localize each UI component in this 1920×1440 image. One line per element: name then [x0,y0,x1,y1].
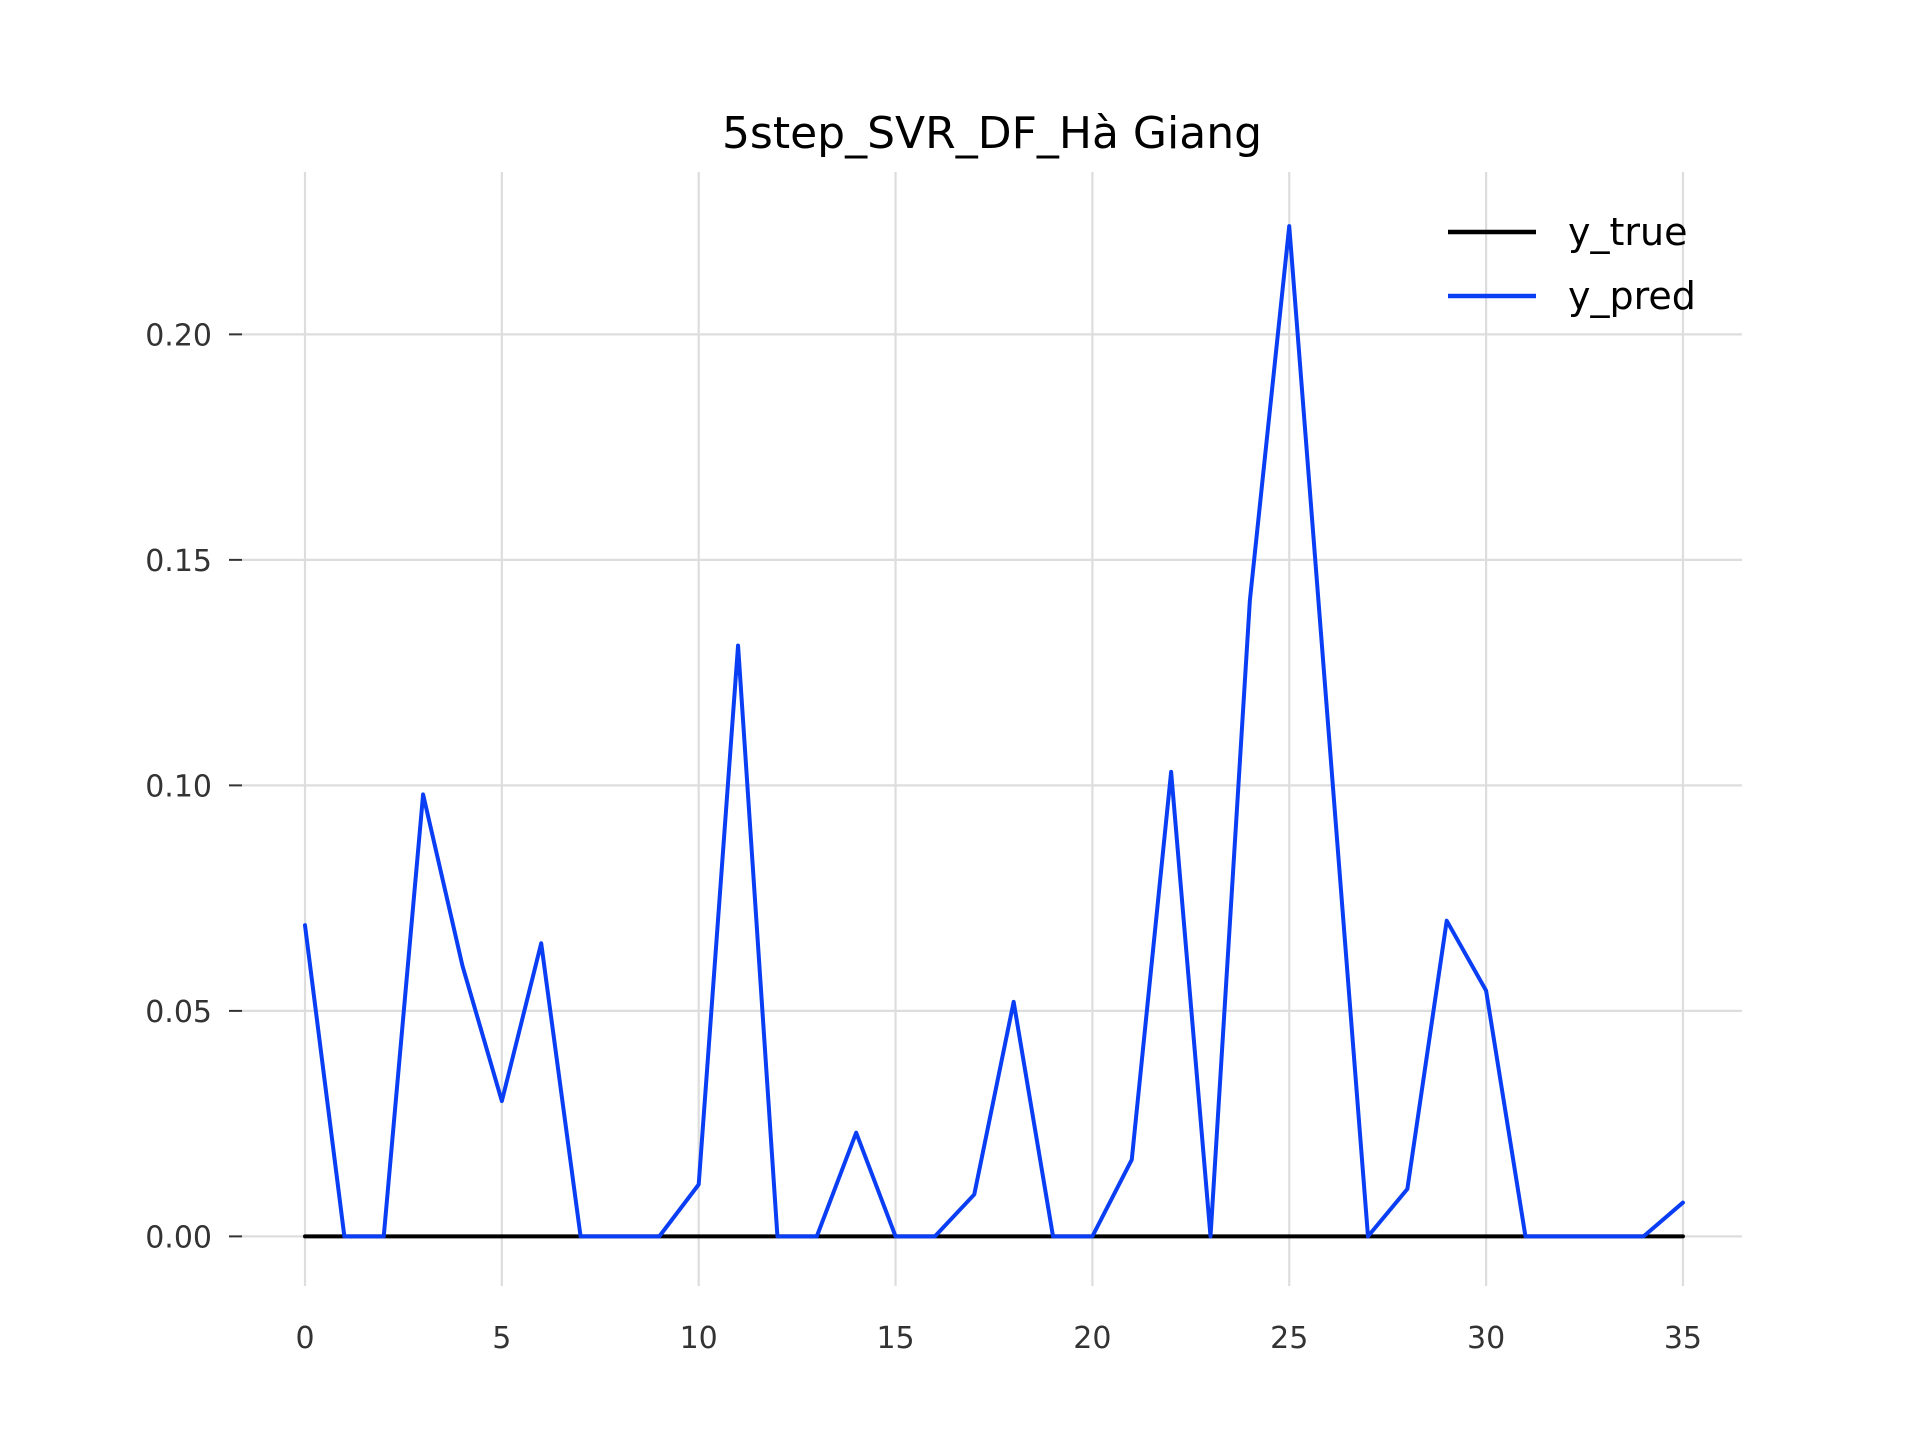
y-tick-label: 0.05 [145,995,212,1030]
series-line-y-pred [302,224,1685,1239]
x-tick-label: 30 [1467,1321,1505,1356]
x-tick-label: 0 [295,1321,314,1356]
x-tick-label: 10 [680,1321,718,1356]
x-tick-label: 5 [492,1321,511,1356]
grid [242,172,1742,1286]
x-tick-label: 20 [1073,1321,1111,1356]
x-tick-label: 35 [1664,1321,1702,1356]
y-tick-label: 0.10 [145,769,212,804]
y-tick-label: 0.20 [145,318,212,353]
legend-label-y-true: y_true [1568,210,1687,254]
x-tick-label: 25 [1270,1321,1308,1356]
axis-ticks: 0 5 10 15 20 25 30 35 0.00 0.05 0.10 0.15 0.20 [145,318,1702,1356]
legend: y_true y_pred [1448,210,1696,318]
y-tick-label: 0.15 [145,544,212,579]
y-tick-label: 0.00 [145,1220,212,1255]
legend-label-y-pred: y_pred [1568,274,1696,318]
chart-title: 5step_SVR_DF_Hà Giang [722,108,1262,159]
series-lines [302,224,1685,1239]
x-tick-label: 15 [876,1321,914,1356]
